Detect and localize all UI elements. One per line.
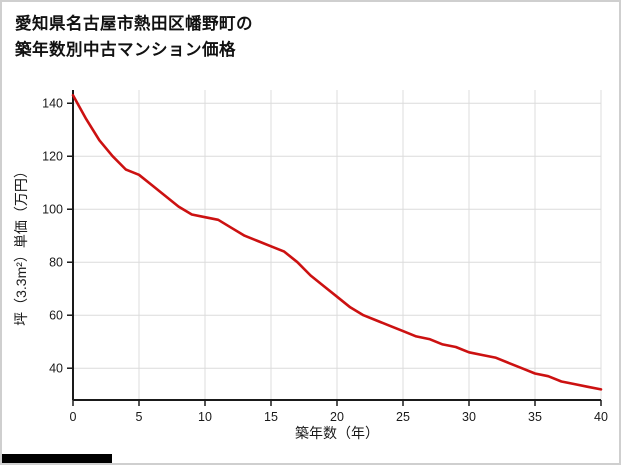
y-tick-label: 80 [49,256,63,270]
y-tick-label: 100 [42,203,63,217]
x-tick-label: 30 [462,410,476,424]
price-line [71,94,603,391]
chart-title-line1: 愛知県名古屋市熱田区幡野町の [15,15,253,33]
chart-title: 愛知県名古屋市熱田区幡野町の 築年数別中古マンション価格 [15,12,253,63]
chart-title-line2: 築年数別中古マンション価格 [15,40,236,59]
footer-bar [2,454,112,463]
x-tick-label: 40 [594,410,608,424]
gridlines [73,90,602,400]
tick-marks [67,102,602,406]
x-tick-label: 10 [198,410,212,424]
tick-labels: 0 5 10 15 20 25 30 35 40 40 60 80 100 120 140 [42,97,608,424]
y-tick-label: 40 [49,362,63,376]
y-tick-label: 140 [42,97,63,111]
y-axis-label: 坪（3.3m²）単価（万円） [13,164,29,326]
x-tick-label: 25 [396,410,410,424]
x-axis-label: 築年数（年） [295,425,379,441]
x-tick-label: 20 [330,410,344,424]
x-tick-label: 0 [70,410,77,424]
y-tick-label: 60 [49,309,63,323]
x-tick-label: 35 [528,410,542,424]
y-tick-label: 120 [42,150,63,164]
plot-area: 0 5 10 15 20 25 30 35 40 40 60 80 100 120 140 [42,90,608,424]
x-tick-label: 15 [264,410,278,424]
x-tick-label: 5 [136,410,143,424]
